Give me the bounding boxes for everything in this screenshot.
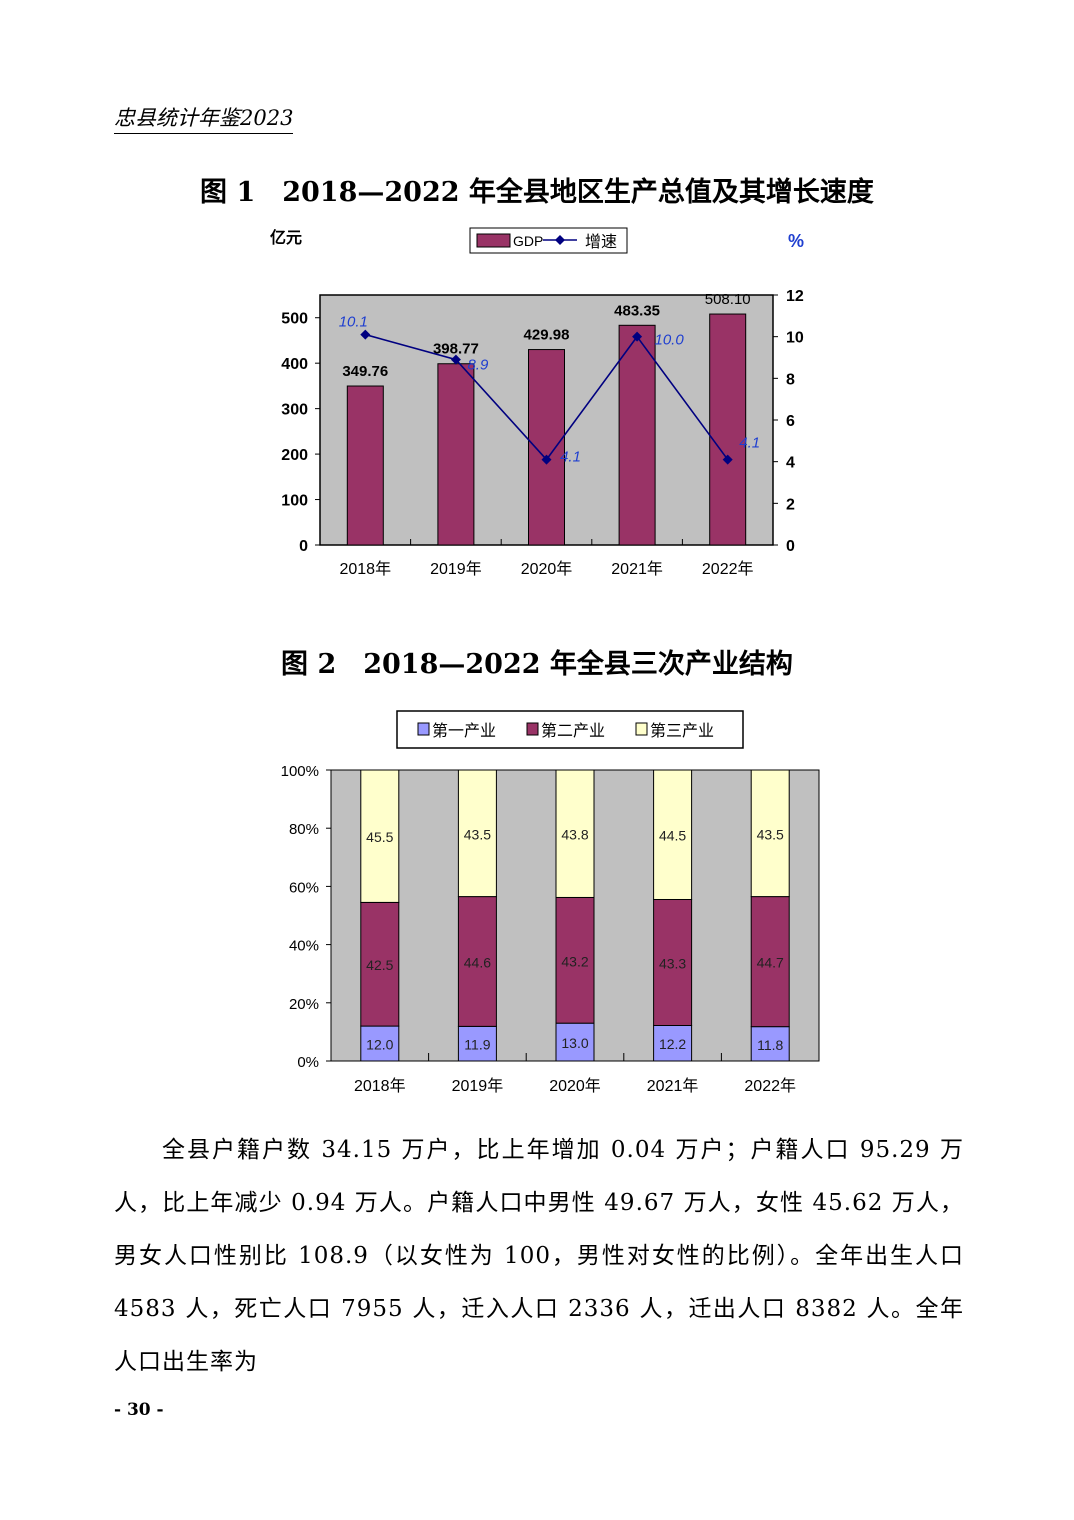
left-tick-label: 400 xyxy=(281,356,308,373)
right-tick-label: 6 xyxy=(786,413,795,430)
left-tick-label: 200 xyxy=(281,447,308,464)
segment-label: 11.9 xyxy=(464,1037,490,1053)
right-tick-label: 10 xyxy=(786,330,804,347)
x-tick-label: 2020年 xyxy=(549,1077,601,1095)
segment-3 xyxy=(457,769,497,898)
right-tick-label: 12 xyxy=(786,288,804,305)
legend-swatch xyxy=(635,722,648,736)
legend-gdp-swatch xyxy=(476,233,511,248)
growth-label: 10.1 xyxy=(339,314,368,331)
gdp-bar xyxy=(709,313,747,546)
growth-marker xyxy=(722,454,733,465)
segment-label: 43.8 xyxy=(561,827,588,843)
growth-label: 4.1 xyxy=(560,449,581,466)
y-tick-label: 20% xyxy=(289,996,319,1013)
industry-structure-chart: 0% 20% 40% 60% 80% 100% 12.0 42.5 45.5 2018年 11.9 4… xyxy=(281,710,820,1095)
segment-3 xyxy=(653,769,693,900)
segment-label: 12.0 xyxy=(366,1037,393,1053)
figure2-title: 图 2 2018—2022 年全县三次产业结构 xyxy=(281,649,793,680)
y-tick-label: 0% xyxy=(297,1054,319,1071)
segment-3 xyxy=(555,769,595,898)
legend-growth-label: 增速 xyxy=(585,233,617,251)
left-tick-label: 0 xyxy=(299,538,308,555)
growth-label: 4.1 xyxy=(739,435,760,452)
growth-marker xyxy=(632,331,643,342)
segment-label: 45.5 xyxy=(366,829,393,845)
gdp-bar xyxy=(437,363,475,546)
legend-box xyxy=(396,710,744,749)
growth-marker xyxy=(450,354,461,365)
x-tick-label: 2021年 xyxy=(647,1077,699,1095)
segment-label: 44.6 xyxy=(464,954,491,970)
legend-label: 第一产业 xyxy=(432,722,496,740)
segment-label: 44.5 xyxy=(659,828,686,844)
x-tick-label: 2018年 xyxy=(354,1077,406,1095)
growth-label: 10.0 xyxy=(654,332,684,349)
x-tick-label: 2018年 xyxy=(339,560,391,578)
legend-growth-marker xyxy=(555,235,565,245)
right-axis-unit: % xyxy=(788,231,804,251)
figure1-title: 图 1 2018—2022 年全县地区生产总值及其增长速度 xyxy=(200,177,874,208)
x-tick-label: 2019年 xyxy=(430,560,482,578)
segment-label: 43.5 xyxy=(464,826,491,842)
y-tick-label: 40% xyxy=(289,938,319,955)
gdp-label: 508.10 xyxy=(705,291,751,308)
y-tick-label: 100% xyxy=(281,763,319,780)
segment-2 xyxy=(555,896,595,1024)
segment-label: 12.2 xyxy=(659,1036,686,1052)
right-tick-label: 4 xyxy=(786,455,795,472)
segment-1 xyxy=(360,1025,400,1062)
growth-marker xyxy=(360,329,371,340)
segment-3 xyxy=(360,769,400,903)
legend-label: 第二产业 xyxy=(541,722,605,740)
segment-3 xyxy=(750,769,790,898)
segment-2 xyxy=(360,901,400,1027)
x-tick-label: 2022年 xyxy=(702,560,754,578)
growth-marker xyxy=(541,454,552,465)
gdp-label: 483.35 xyxy=(614,302,660,319)
segment-1 xyxy=(750,1026,790,1062)
gdp-label: 349.76 xyxy=(342,363,388,380)
x-tick-label: 2019年 xyxy=(452,1077,504,1095)
body-paragraph: 全县户籍户数 34.15 万户，比上年增加 0.04 万户；户籍人口 95.29… xyxy=(114,1137,965,1375)
gdp-label: 398.77 xyxy=(433,341,479,358)
segment-label: 13.0 xyxy=(561,1035,588,1051)
gdp-label: 429.98 xyxy=(524,327,570,344)
segment-label: 11.8 xyxy=(757,1037,783,1053)
running-header: 忠县统计年鉴2023 xyxy=(114,102,294,134)
gdp-bar xyxy=(346,385,384,546)
segment-label: 43.2 xyxy=(561,953,588,969)
right-tick-label: 8 xyxy=(786,371,795,388)
gdp-chart: 亿元 % 0 100 200 300 400 500 0 2 4 6 8 10 12 349.76 2018年 3… xyxy=(270,227,804,578)
x-tick-label: 2022年 xyxy=(744,1077,796,1095)
legend-label: 第三产业 xyxy=(650,722,714,740)
segment-label: 44.7 xyxy=(757,955,784,971)
left-tick-label: 300 xyxy=(281,402,308,419)
legend-swatch xyxy=(526,722,539,736)
segment-label: 43.3 xyxy=(659,955,686,971)
y-tick-label: 80% xyxy=(289,821,319,838)
left-tick-label: 100 xyxy=(281,493,308,510)
segment-1 xyxy=(555,1022,595,1062)
left-axis-unit: 亿元 xyxy=(270,228,302,247)
growth-label: 8.9 xyxy=(467,357,489,374)
segment-label: 42.5 xyxy=(366,957,393,973)
y-tick-label: 60% xyxy=(289,879,319,896)
legend-gdp-label: GDP xyxy=(513,233,543,249)
page-number: - 30 - xyxy=(114,1400,164,1420)
x-tick-label: 2020年 xyxy=(521,560,573,578)
gdp-bar xyxy=(618,324,656,546)
left-tick-label: 500 xyxy=(281,311,308,328)
segment-2 xyxy=(750,896,790,1028)
right-tick-label: 0 xyxy=(786,538,795,555)
legend-swatch xyxy=(417,722,430,736)
x-tick-label: 2021年 xyxy=(611,560,663,578)
right-tick-label: 2 xyxy=(786,496,795,513)
segment-label: 43.5 xyxy=(757,826,784,842)
